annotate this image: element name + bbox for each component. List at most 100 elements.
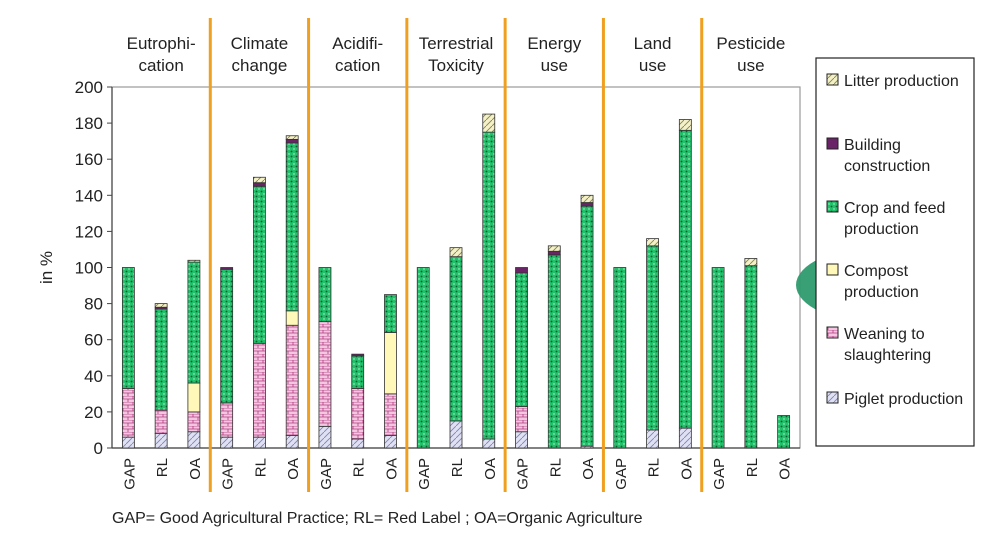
bar-segment-crop-and-feed-production [744, 265, 758, 449]
bar-segment-compost-production [187, 382, 201, 413]
x-tick-label: OA [482, 458, 499, 480]
y-tick-label: 80 [84, 295, 103, 314]
legend-label: slaughtering [844, 347, 931, 364]
bar-segment-weaning-to-slaughtering [154, 409, 168, 434]
bar-segment-litter-production [580, 194, 594, 203]
x-tick-label: RL [646, 458, 663, 477]
bar-segment-building-construction [547, 250, 561, 256]
group-label: cation [138, 56, 183, 75]
bar-segment-litter-production [449, 247, 463, 258]
x-tick-label: GAP [318, 458, 335, 490]
figure-caption: GAP= Good Agricultural Practice; RL= Red… [112, 510, 643, 527]
group-label: Toxicity [428, 56, 484, 75]
bar-segment-crop-and-feed-production [285, 142, 299, 312]
legend-swatch-building-construction [826, 137, 839, 150]
bar-segment-crop-and-feed-production [187, 261, 201, 384]
legend-label: Crop and feed [844, 200, 945, 217]
legend-label: construction [844, 158, 930, 175]
group-label: Pesticide [716, 34, 785, 53]
legend-label: Compost [844, 263, 909, 280]
bar-segment-litter-production [285, 135, 299, 140]
bar-segment-weaning-to-slaughtering [187, 411, 201, 433]
group-label: use [737, 56, 764, 75]
bar-segment-building-construction [285, 138, 299, 144]
x-tick-label: OA [580, 458, 597, 480]
x-tick-label: RL [351, 458, 368, 477]
bar-segment-piglet-production [384, 434, 397, 449]
x-tick-label: RL [449, 458, 466, 477]
plot-area: 0 20 40 60 80 100 120 140 160 180 200 in % Eutrophi-… [37, 18, 801, 492]
x-tick-label: RL [744, 458, 761, 477]
y-tick-label: 20 [84, 403, 103, 422]
bar-segment-litter-production [154, 303, 168, 308]
bar-segment-piglet-production [351, 438, 365, 449]
x-tick-label: OA [285, 458, 302, 480]
group-label: Climate [231, 34, 289, 53]
x-tick-label: GAP [121, 458, 138, 490]
legend-label: production [844, 284, 919, 301]
y-tick-label: 160 [75, 150, 103, 169]
y-tick-label: 200 [75, 78, 103, 97]
bar-segment-weaning-to-slaughtering [121, 388, 135, 438]
bar-segment-weaning-to-slaughtering [285, 324, 299, 436]
legend-label: Piglet production [844, 391, 963, 408]
x-tick-label: OA [383, 458, 400, 480]
bar-segment-piglet-production [515, 431, 528, 449]
bar-segment-crop-and-feed-production [580, 205, 594, 447]
bar-segment-crop-and-feed-production [482, 131, 496, 440]
bar-segment-crop-and-feed-production [613, 267, 627, 449]
bar-segment-piglet-production [253, 436, 266, 449]
legend-swatch-weaning-to-slaughtering [826, 326, 839, 339]
bar-segment-building-construction [253, 182, 266, 187]
y-tick-label: 100 [75, 259, 103, 278]
y-tick-label: 140 [75, 186, 103, 205]
bar-segment-crop-and-feed-production [154, 308, 168, 411]
x-tick-label: RL [252, 458, 269, 477]
bar-segment-weaning-to-slaughtering [384, 393, 397, 436]
bar-segment-litter-production [187, 259, 201, 263]
y-tick-label: 0 [94, 439, 103, 458]
bar-segment-piglet-production [646, 429, 659, 449]
x-tick-label: RL [154, 458, 171, 477]
group-label: Energy [527, 34, 581, 53]
x-tick-label: RL [547, 458, 564, 477]
group-label: Acidifi- [332, 34, 383, 53]
bar-segment-litter-production [744, 258, 758, 267]
bar-segment-crop-and-feed-production [121, 267, 135, 389]
bar-segment-litter-production [678, 119, 692, 131]
bar-segment-crop-and-feed-production [449, 256, 463, 422]
bar-segment-building-construction [515, 267, 528, 274]
group-label: use [639, 56, 666, 75]
x-tick-label: GAP [416, 458, 433, 490]
bar-segment-crop-and-feed-production [678, 129, 692, 429]
legend-swatch-compost-production [826, 263, 839, 276]
legend-label: Litter production [844, 73, 959, 90]
legend-label: Building [844, 137, 901, 154]
legend-swatch-crop-and-feed-production [826, 200, 839, 213]
bar-segment-crop-and-feed-production [253, 185, 266, 344]
bar-segment-litter-production [547, 245, 561, 252]
bar-segment-crop-and-feed-production [711, 267, 725, 449]
bar-segment-compost-production [384, 332, 397, 395]
legend-swatch-piglet-production [826, 391, 839, 404]
bar-segment-litter-production [482, 113, 496, 133]
group-label: Land [634, 34, 672, 53]
group-label: use [541, 56, 568, 75]
x-tick-label: GAP [711, 458, 728, 490]
bar-segment-building-construction [351, 353, 365, 357]
bar-segment-weaning-to-slaughtering [515, 406, 528, 433]
bar-segment-piglet-production [482, 438, 496, 449]
bar-segment-piglet-production [187, 431, 201, 449]
bar-segment-crop-and-feed-production [384, 294, 397, 333]
bar-segment-piglet-production [154, 433, 168, 449]
x-tick-label: GAP [220, 458, 237, 490]
bar-segment-weaning-to-slaughtering [351, 388, 365, 440]
bar-segment-crop-and-feed-production [318, 267, 332, 323]
bar-segment-compost-production [285, 310, 299, 326]
bar-segment-litter-production [646, 238, 659, 247]
bar-segment-crop-and-feed-production [351, 355, 365, 389]
legend-box [815, 57, 975, 447]
x-tick-label: OA [678, 458, 695, 480]
x-tick-label: GAP [515, 458, 532, 490]
